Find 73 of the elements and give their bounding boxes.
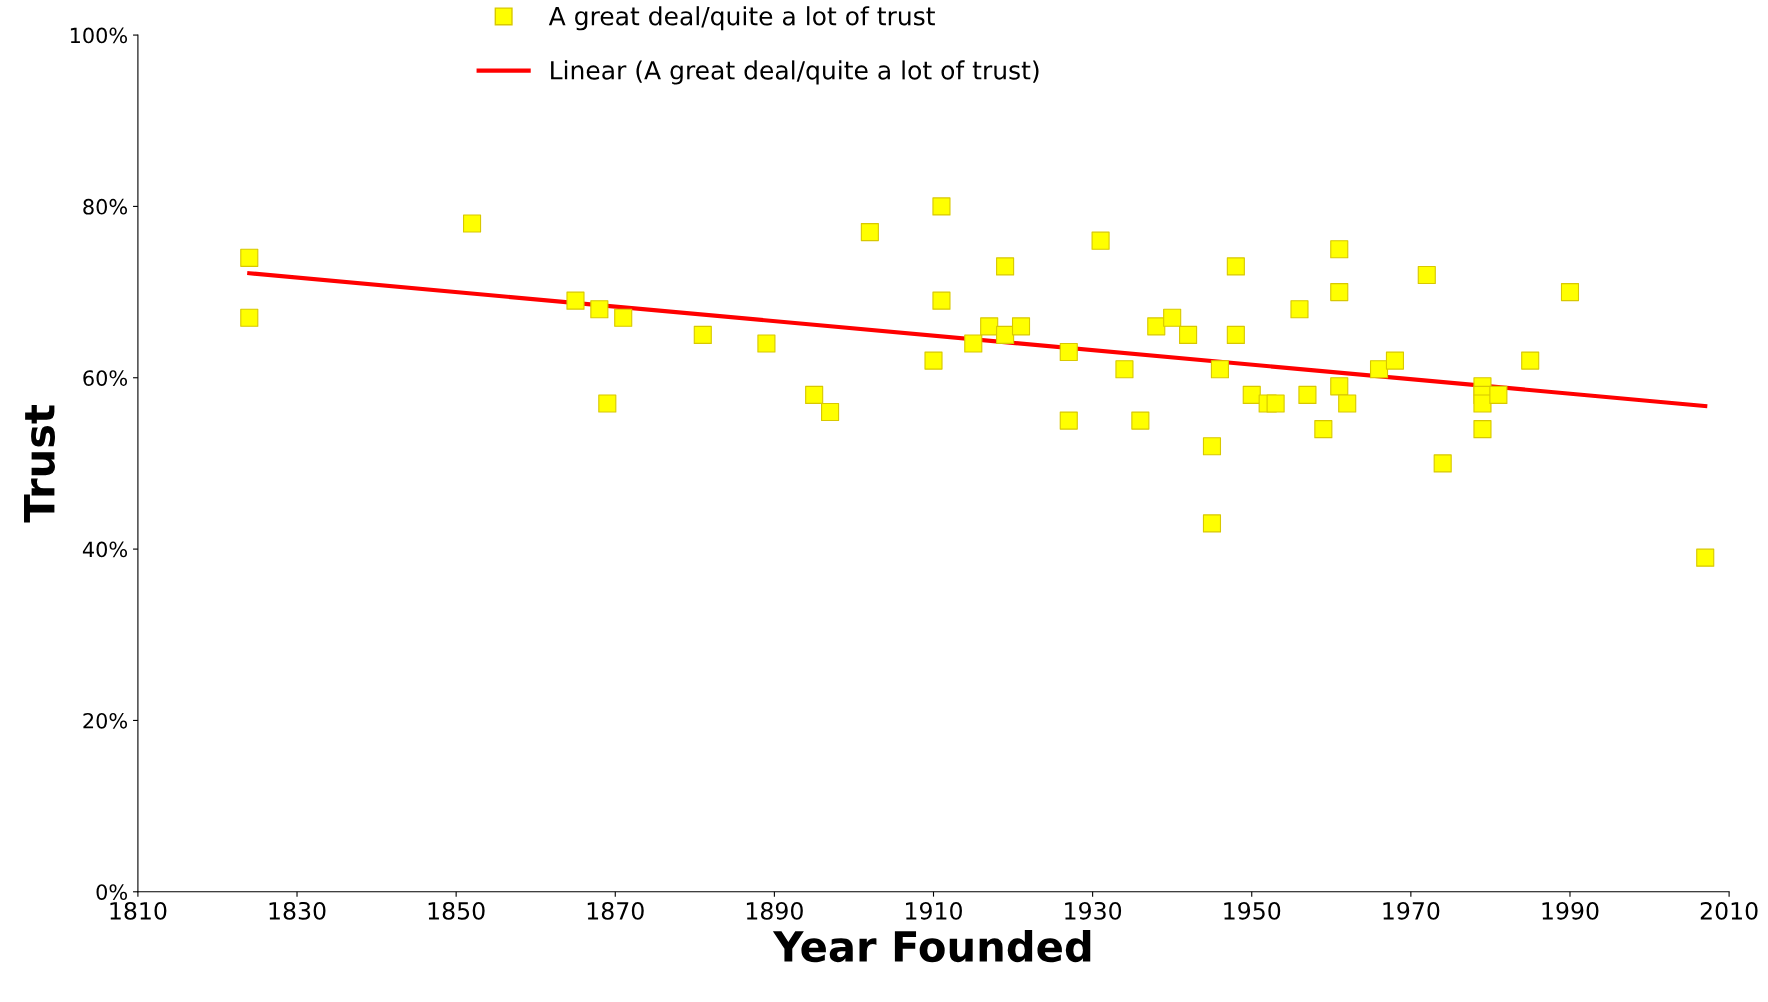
point (1147, 317, 1166, 336)
point (1059, 411, 1078, 430)
point (1473, 420, 1492, 439)
point (1433, 454, 1452, 473)
point (1330, 283, 1349, 302)
x-tick-label: 1850 (428, 901, 485, 920)
y-tick-label: 60% (83, 370, 128, 386)
point (1202, 514, 1222, 533)
point (598, 394, 617, 413)
point (1266, 394, 1285, 413)
point (860, 223, 879, 242)
point (566, 291, 585, 310)
x-tick-label: 1950 (1224, 901, 1281, 920)
y-tick-label: 20% (83, 712, 128, 729)
x-tick-label: 1890 (746, 901, 803, 920)
point (757, 334, 776, 353)
y-tick-label: 0% (96, 884, 128, 900)
point (996, 257, 1015, 276)
point (1226, 257, 1245, 276)
point (1091, 231, 1110, 250)
point (932, 291, 951, 310)
point (1226, 325, 1245, 344)
legend-label: A great deal/quite a lot of trust (548, 6, 935, 31)
y-tick-label: 40% (82, 541, 128, 558)
y-tick-label: 80% (83, 198, 128, 215)
point (1521, 351, 1540, 370)
point (590, 300, 609, 319)
point (1202, 437, 1222, 456)
x-tick-label: 1970 (1383, 901, 1440, 920)
point (1179, 325, 1198, 344)
x-tick-label: 1870 (587, 901, 644, 920)
point (924, 351, 943, 370)
x-tick-label: 1810 (110, 901, 167, 920)
y-axis-title: Trust (24, 404, 55, 523)
point (1560, 283, 1580, 302)
point (240, 248, 259, 267)
point (1417, 265, 1436, 285)
point (1115, 360, 1134, 379)
point (240, 308, 259, 327)
point (821, 402, 840, 422)
x-tick-label: 1990 (1542, 901, 1599, 920)
point (996, 325, 1015, 344)
point (1314, 420, 1333, 439)
point (805, 385, 824, 404)
point (1163, 308, 1182, 327)
x-axis-title: Year Founded (772, 929, 1091, 963)
point (1290, 300, 1309, 319)
point (1338, 394, 1357, 413)
point (693, 325, 712, 344)
point (1330, 240, 1349, 259)
y-tick-label: 100% (70, 27, 128, 44)
point (1385, 351, 1405, 370)
point (1696, 548, 1715, 567)
point (462, 214, 482, 233)
legend-label: Linear (A great deal/quite a lot of trust) (551, 60, 1039, 85)
point (1210, 360, 1229, 379)
point (614, 308, 633, 327)
point (1369, 360, 1389, 379)
x-tick-label: 2010 (1700, 901, 1758, 920)
point (1298, 385, 1317, 404)
point (964, 334, 983, 353)
point (1059, 342, 1078, 362)
x-tick-label: 1910 (906, 901, 962, 920)
point (932, 197, 951, 216)
point (1330, 377, 1349, 396)
point (980, 317, 999, 336)
point (1489, 385, 1508, 404)
point (1131, 411, 1150, 430)
point (1011, 317, 1031, 336)
point (1242, 385, 1261, 404)
x-tick-label: 1830 (269, 901, 326, 920)
x-tick-label: 1930 (1065, 901, 1122, 920)
point (1473, 394, 1492, 413)
